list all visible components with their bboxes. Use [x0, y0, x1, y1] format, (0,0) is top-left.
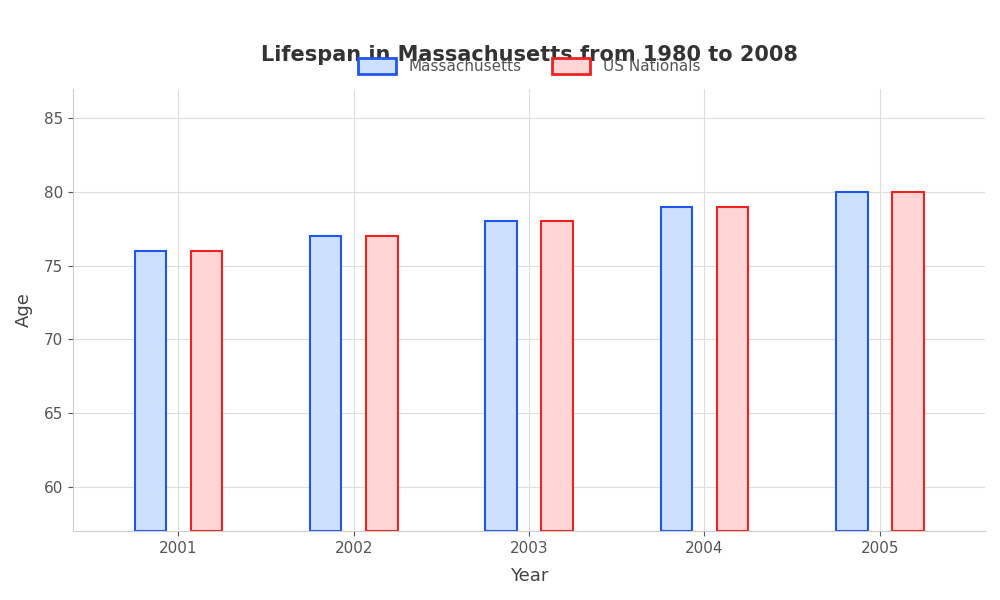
Title: Lifespan in Massachusetts from 1980 to 2008: Lifespan in Massachusetts from 1980 to 2… [261, 45, 798, 65]
X-axis label: Year: Year [510, 567, 548, 585]
Bar [892, 192, 924, 531]
Y-axis label: Age: Age [15, 293, 33, 328]
Bar [366, 236, 398, 531]
Legend: Massachusetts, US Nationals: Massachusetts, US Nationals [352, 52, 706, 80]
Bar [836, 192, 868, 531]
Bar [717, 207, 748, 531]
Bar [541, 221, 573, 531]
Bar [661, 207, 692, 531]
Bar [485, 221, 517, 531]
Bar [191, 251, 222, 531]
Bar [310, 236, 341, 531]
Bar [135, 251, 166, 531]
